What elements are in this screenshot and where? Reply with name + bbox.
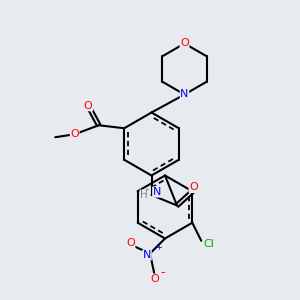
Text: O: O bbox=[150, 274, 159, 284]
Text: +: + bbox=[155, 243, 162, 252]
Text: O: O bbox=[70, 129, 79, 139]
Text: O: O bbox=[189, 182, 198, 193]
Text: Cl: Cl bbox=[203, 239, 214, 249]
Text: N: N bbox=[153, 187, 161, 197]
Text: -: - bbox=[160, 266, 165, 279]
Text: O: O bbox=[84, 101, 93, 111]
Text: N: N bbox=[143, 250, 151, 260]
Text: O: O bbox=[126, 238, 135, 248]
Text: N: N bbox=[180, 89, 189, 100]
Text: H: H bbox=[140, 190, 148, 200]
Text: O: O bbox=[180, 38, 189, 49]
